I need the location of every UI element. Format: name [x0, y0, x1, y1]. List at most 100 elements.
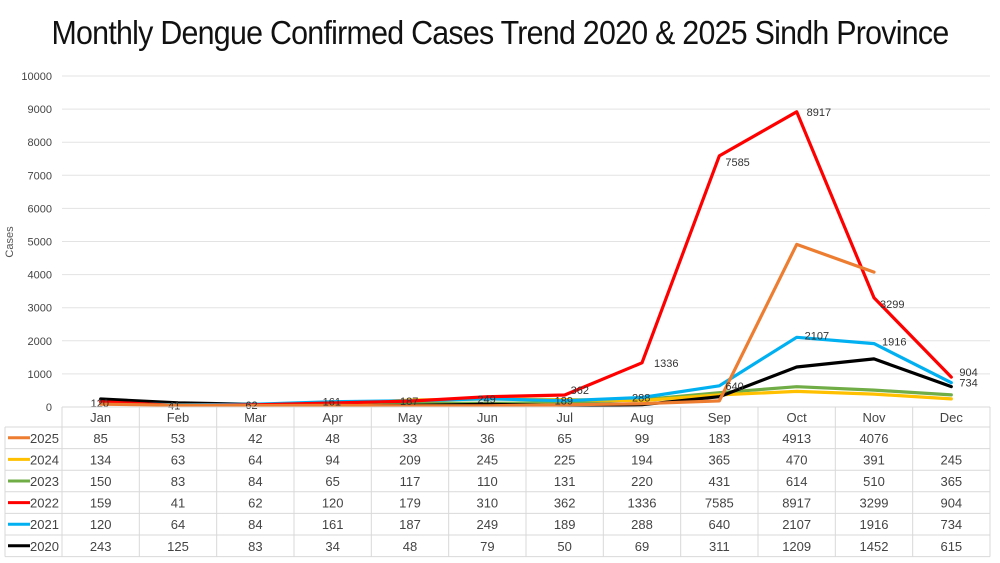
table-cell: 187	[399, 517, 421, 532]
x-category-label: Jun	[477, 410, 498, 425]
table-cell: 2107	[782, 517, 811, 532]
legend-label: 2025	[30, 431, 59, 446]
legend-label: 2024	[30, 452, 59, 467]
x-category-label: Jan	[90, 410, 111, 425]
table-cell: 125	[167, 539, 189, 554]
table-cell: 79	[480, 539, 494, 554]
y-tick-label: 3000	[28, 303, 52, 315]
table-cell: 243	[90, 539, 112, 554]
table-cell: 640	[708, 517, 730, 532]
data-label: 362	[571, 385, 589, 397]
table-cell: 120	[322, 496, 344, 511]
table-cell: 48	[403, 539, 417, 554]
data-label: 1916	[882, 337, 906, 349]
table-cell: 65	[557, 431, 571, 446]
table-cell: 615	[940, 539, 962, 554]
table-cell: 220	[631, 474, 653, 489]
table-cell: 365	[940, 474, 962, 489]
y-tick-label: 2000	[28, 336, 52, 348]
table-cell: 159	[90, 496, 112, 511]
table-cell: 904	[940, 496, 962, 511]
table-cell: 120	[90, 517, 112, 532]
table-cell: 53	[171, 431, 185, 446]
table-cell: 134	[90, 452, 112, 467]
table-cell: 117	[400, 474, 421, 489]
table-cell: 41	[171, 496, 185, 511]
data-label: 187	[400, 396, 418, 408]
y-tick-label: 7000	[28, 170, 52, 182]
table-cell: 510	[863, 474, 885, 489]
data-labels: 120 41 62 161 187 249362189133628875856408917…	[91, 107, 978, 413]
table-cell: 50	[557, 539, 571, 554]
table-cell: 64	[248, 452, 262, 467]
y-tick-label: 6000	[28, 203, 52, 215]
x-category-label: May	[398, 410, 423, 425]
series-lines	[99, 110, 953, 408]
data-label: 2107	[805, 330, 829, 342]
table-cell: 69	[635, 539, 649, 554]
chart-title: Monthly Dengue Confirmed Cases Trend 202…	[51, 14, 949, 51]
legend-label: 2023	[30, 474, 59, 489]
table-cell: 245	[940, 452, 962, 467]
y-tick-label: 4000	[28, 270, 52, 282]
data-label: 3299	[880, 299, 904, 311]
table-cell: 62	[248, 496, 262, 511]
table-cell: 48	[325, 431, 339, 446]
table-cell: 64	[171, 517, 185, 532]
table-cell: 245	[476, 452, 498, 467]
data-label: 1336	[654, 358, 678, 370]
table-cell: 365	[708, 452, 730, 467]
series-line-2025	[99, 242, 876, 408]
table-cell: 734	[940, 517, 962, 532]
table-cell: 94	[325, 452, 339, 467]
table-cell: 311	[709, 539, 730, 554]
table-cell: 65	[325, 474, 339, 489]
data-label: 734	[959, 378, 977, 390]
table-cell: 8917	[782, 496, 811, 511]
table-cell: 84	[248, 474, 262, 489]
series-line-2022	[99, 110, 953, 408]
y-tick-label: 1000	[28, 369, 52, 381]
data-label: 161	[323, 397, 341, 409]
table-cell: 179	[399, 496, 421, 511]
data-label: 640	[725, 381, 743, 393]
data-label: 904	[959, 367, 977, 379]
table-cell: 288	[631, 517, 653, 532]
y-tick-label: 5000	[28, 237, 52, 249]
table-cell: 85	[93, 431, 107, 446]
table-cell: 225	[554, 452, 576, 467]
table-cell: 4913	[782, 431, 811, 446]
data-label: 288	[632, 392, 650, 404]
table-cell: 83	[248, 539, 262, 554]
y-tick-label: 9000	[28, 104, 52, 116]
table-cell: 4076	[860, 431, 889, 446]
table-cell: 1336	[628, 496, 657, 511]
table-cell: 391	[863, 452, 885, 467]
table-cell: 1452	[860, 539, 889, 554]
data-label: 120	[91, 398, 109, 410]
table-cell: 150	[90, 474, 112, 489]
x-category-label: Sep	[708, 410, 731, 425]
x-category-label: Aug	[630, 410, 653, 425]
table-cell: 110	[477, 474, 498, 489]
table-cell: 249	[476, 517, 498, 532]
data-label: 62	[245, 400, 257, 412]
gridlines	[62, 75, 990, 375]
x-category-label: Nov	[862, 410, 886, 425]
table-cell: 1209	[782, 539, 811, 554]
data-table: Jan Feb Mar Apr May Jun Jul Aug Sep Oct Nov Dec 2025…	[4, 406, 991, 558]
y-tick-label: 0	[46, 402, 52, 414]
legend-label: 2022	[30, 496, 59, 511]
table-cell: 63	[171, 452, 185, 467]
table-cell: 83	[171, 474, 185, 489]
x-category-label: Apr	[323, 410, 344, 425]
table-cell: 84	[248, 517, 262, 532]
y-tick-label: 8000	[28, 137, 52, 149]
table-cell: 42	[248, 431, 262, 446]
table-cell: 131	[554, 474, 576, 489]
table-cell: 310	[476, 496, 498, 511]
table-cell: 34	[325, 539, 339, 554]
x-category-label: Dec	[940, 410, 964, 425]
table-cell: 470	[786, 452, 808, 467]
table-cell: 431	[708, 474, 730, 489]
